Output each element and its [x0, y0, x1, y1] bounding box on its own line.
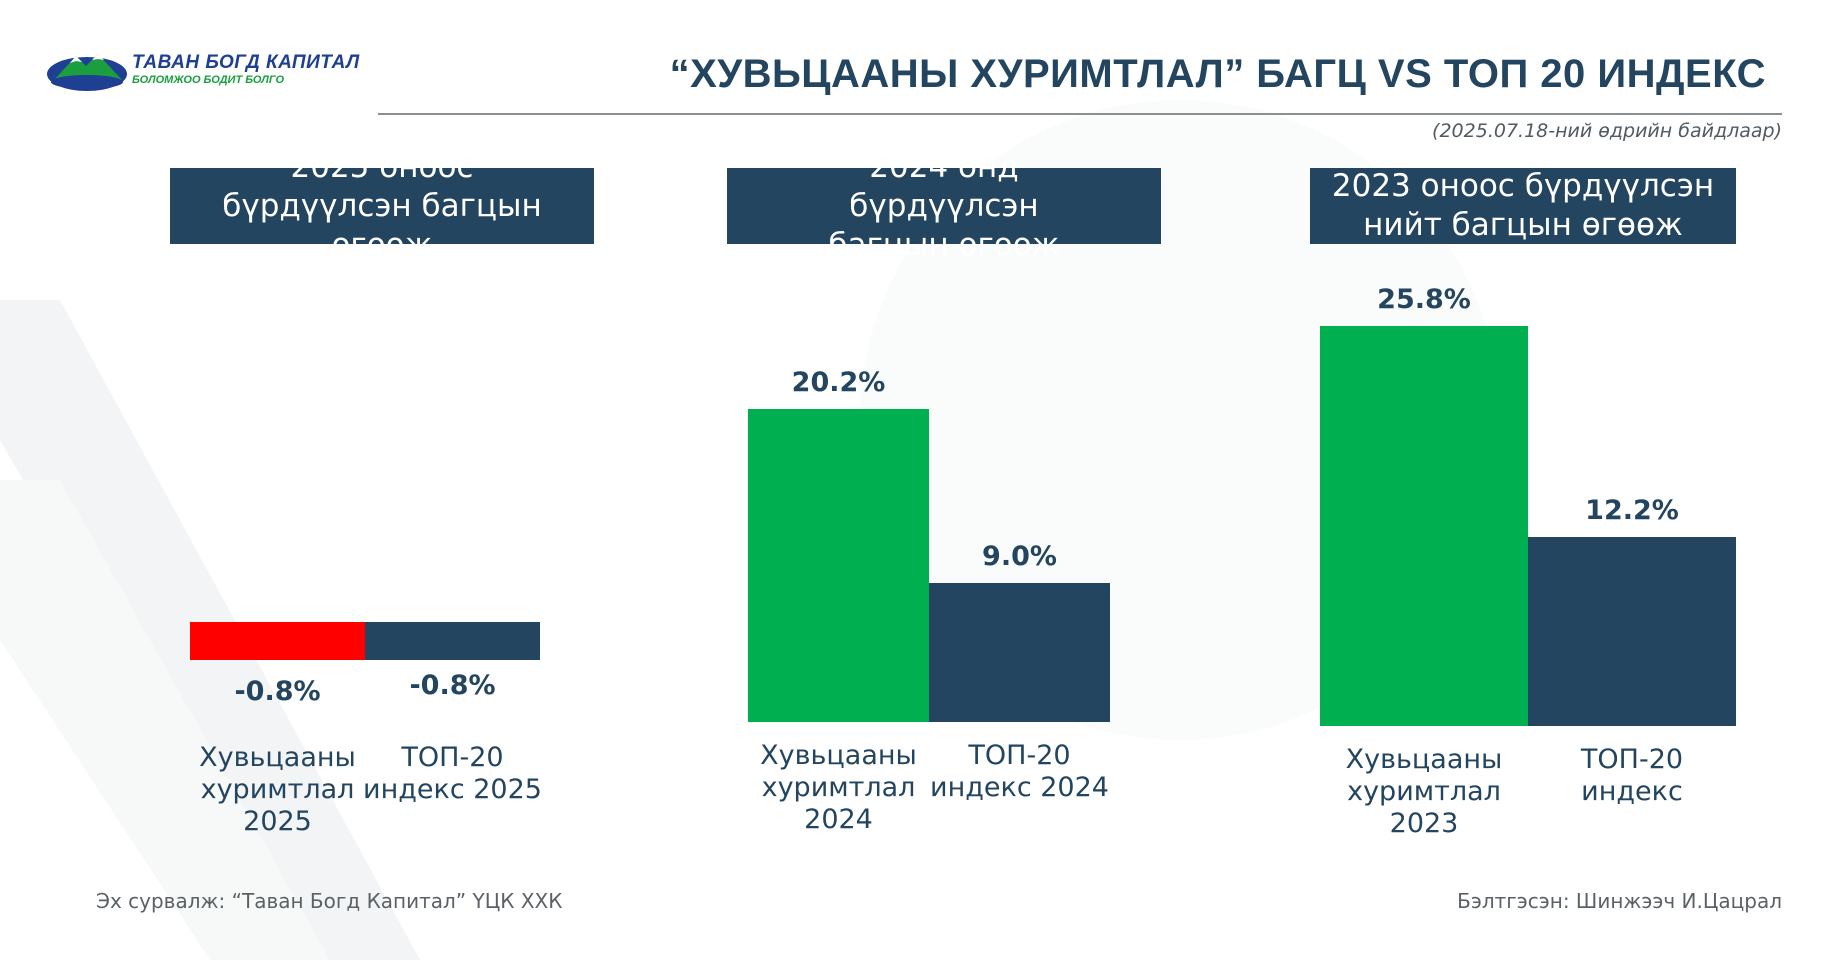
category-label: Хувьцааны хуримтлал 2024 — [760, 740, 917, 835]
value-label: 20.2% — [791, 366, 886, 398]
author-note: Бэлтгэсэн: Шинжээч И.Цацрал — [1457, 889, 1782, 913]
bar-2-1 — [748, 408, 929, 722]
panel-header-2023: 2023 оноос бүрдүүлсэн нийт багцын өгөөж — [1310, 168, 1736, 244]
logo-tagline: БОЛОМЖОО БОДИТ БОЛГО — [132, 74, 285, 86]
as-of-date: (2025.07.18-ний өдрийн байдлаар) — [1432, 120, 1782, 142]
logo-name: ТАВАН БОГД КАПИТАЛ — [132, 52, 360, 73]
bar-3-2 — [1528, 536, 1736, 726]
category-label: ТОП-20 индекс 2024 — [930, 740, 1109, 803]
page-title: “ХУВЬЦААНЫ ХУРИМТЛАЛ” БАГЦ VS ТОП 20 ИНД… — [669, 52, 1766, 96]
panel-header-2025: 2025 оноос бүрдүүлсэн багцын өгөөж — [170, 149, 594, 263]
category-label: ТОП-20 индекс 2025 — [363, 742, 542, 805]
value-label: 25.8% — [1377, 284, 1471, 316]
bar-1-1 — [190, 622, 365, 660]
value-label: 12.2% — [1585, 494, 1679, 526]
title-divider — [378, 113, 1782, 115]
category-label: Хувьцааны хуримтлал 2025 — [199, 742, 356, 837]
value-label: -0.8% — [234, 676, 321, 707]
mountain-logo-icon — [47, 54, 127, 91]
source-note: Эх сурвалж: “Таван Богд Капитал” ҮЦК ХХК — [96, 889, 563, 913]
company-logo: ТАВАН БОГД КАПИТАЛ БОЛОМЖОО БОДИТ БОЛГО — [46, 48, 359, 96]
bar-3-1 — [1320, 326, 1528, 726]
category-label: Хувьцааны хуримтлал 2023 — [1345, 744, 1503, 839]
panel-header-2024: 2024 онд бүрдүүлсэн багцын өгөөж — [727, 149, 1161, 263]
value-label: -0.8% — [409, 670, 496, 701]
bar-1-2 — [365, 622, 540, 660]
category-label: ТОП-20 индекс — [1580, 744, 1684, 807]
bar-2-2 — [929, 582, 1110, 722]
value-label: 9.0% — [982, 540, 1057, 572]
